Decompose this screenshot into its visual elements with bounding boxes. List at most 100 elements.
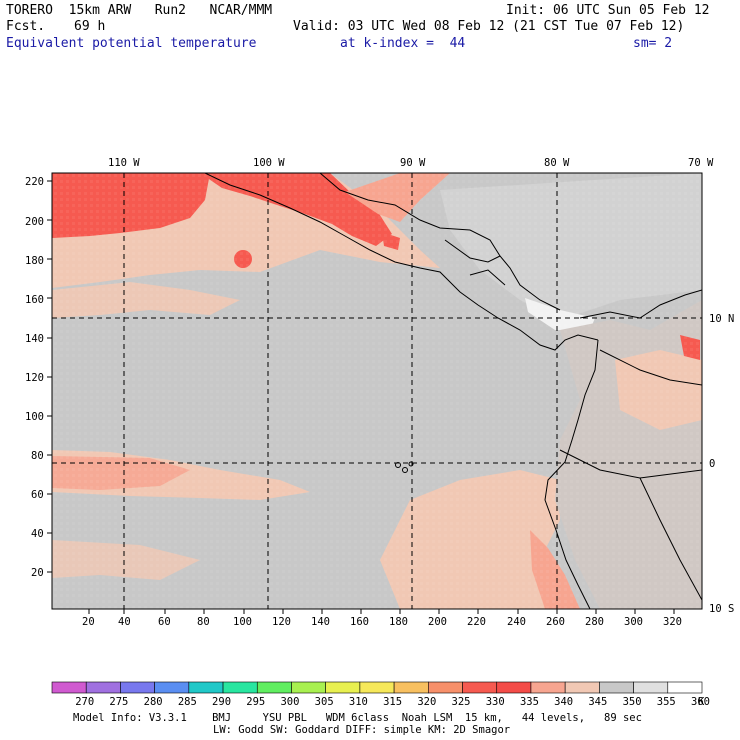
x-tick-label: 280	[585, 616, 604, 628]
x-tick-label: 20	[82, 616, 95, 628]
lat-label-10s: 10 S	[709, 603, 734, 615]
colorbar-swatch	[359, 681, 395, 694]
model-title: TORERO 15km ARW Run2 NCAR/MMM	[6, 3, 273, 18]
x-tick-label: 160	[350, 616, 369, 628]
model-info: Model Info: V3.3.1 BMJ YSU PBL WDM 6clas…	[73, 712, 642, 724]
forecast-hour: 69 h	[74, 19, 106, 34]
colorbar-swatch	[188, 681, 224, 694]
y-tick-label: 20	[31, 567, 44, 579]
x-tick-label: 40	[118, 616, 131, 628]
colombia-border	[599, 349, 702, 386]
level-index: at k-index = 44	[340, 36, 466, 51]
colorbar-swatch	[633, 681, 669, 694]
lon-label-90w: 90 W	[400, 157, 426, 169]
colorbar-label: 295	[246, 696, 265, 708]
colorbar-label: 335	[520, 696, 539, 708]
y-tick-label: 40	[31, 528, 44, 540]
colorbar-swatch	[291, 681, 326, 694]
init-time: Init: 06 UTC Sun 05 Feb 12	[506, 3, 710, 18]
colorbar-swatch	[667, 681, 703, 694]
caribbean-coast-south	[579, 289, 702, 319]
colorbar-swatch	[599, 681, 634, 694]
colorbar-label: 290	[212, 696, 231, 708]
colorbar-label: 360	[691, 696, 710, 708]
forecast-label: Fcst.	[6, 19, 46, 34]
x-tick-label: 140	[311, 616, 330, 628]
central-america-pacific-coast	[204, 173, 599, 351]
x-tick-label: 300	[624, 616, 643, 628]
colorbar-label: 350	[623, 696, 642, 708]
physics-info: LW: Godd SW: Goddard DIFF: simple KM: 2D…	[213, 724, 511, 736]
colorbar-label: 285	[178, 696, 197, 708]
colorbar-swatch	[393, 681, 429, 694]
colorbar-swatch	[256, 681, 292, 694]
y-tick-label: 160	[25, 294, 44, 306]
x-tick-label: 80	[197, 616, 210, 628]
galapagos-island-2	[402, 467, 408, 473]
colorbar-swatch	[428, 681, 463, 694]
brazil-border	[639, 477, 702, 601]
guatemala-border	[444, 239, 501, 263]
colorbar-label: 320	[417, 696, 436, 708]
y-tick-label: 220	[25, 176, 44, 188]
colorbar-unit: K	[698, 696, 705, 708]
lat-label-10n: 10 N	[709, 313, 734, 325]
valid-time: Valid: 03 UTC Wed 08 Feb 12 (21 CST Tue …	[293, 19, 685, 34]
y-tick-label: 180	[25, 255, 44, 267]
honduras-border	[469, 269, 506, 286]
colorbar-swatch	[462, 681, 498, 694]
galapagos-island-3	[408, 461, 414, 467]
colorbar-label: 345	[588, 696, 607, 708]
colorbar-swatch	[496, 681, 532, 694]
colorbar-label: 280	[144, 696, 163, 708]
field-name: Equivalent potential temperature	[6, 36, 257, 51]
lat-label-equator: 0	[709, 458, 715, 470]
smoothing-value: sm= 2	[633, 36, 673, 51]
x-tick-label: 200	[428, 616, 447, 628]
y-tick-label: 100	[25, 411, 44, 423]
colorbar-label: 275	[109, 696, 128, 708]
map-frame	[51, 172, 703, 610]
colorbar-label: 330	[486, 696, 505, 708]
x-tick-label: 120	[272, 616, 291, 628]
gulf-coast	[319, 173, 561, 311]
colorbar-label: 315	[383, 696, 402, 708]
colorbar-label: 325	[452, 696, 471, 708]
x-tick-label: 100	[233, 616, 252, 628]
x-axis: 20 40 60 80 100 120 140 160 180 200 220 …	[82, 609, 682, 628]
colorbar: 270 275 280 285 290 295 300 305 310 315 320 325 330 3…	[51, 681, 710, 708]
colorbar-swatch	[120, 681, 155, 694]
colorbar-swatch	[85, 681, 121, 694]
peru-border	[559, 449, 702, 479]
colorbar-swatch	[51, 681, 87, 694]
y-tick-label: 120	[25, 372, 44, 384]
lon-label-110w: 110 W	[108, 157, 140, 169]
x-tick-label: 320	[663, 616, 682, 628]
equivalent-potential-temperature-field	[52, 173, 702, 609]
x-tick-label: 180	[389, 616, 408, 628]
y-tick-marks	[47, 180, 52, 573]
lon-label-100w: 100 W	[253, 157, 285, 169]
y-tick-label: 80	[31, 450, 44, 462]
colorbar-label: 310	[349, 696, 368, 708]
colorbar-swatch	[325, 681, 361, 694]
x-tick-label: 60	[158, 616, 171, 628]
colorbar-label: 270	[75, 696, 94, 708]
lon-label-70w: 70 W	[688, 157, 714, 169]
y-tick-label: 200	[25, 216, 44, 228]
x-tick-marks	[88, 609, 675, 614]
graticule	[52, 173, 702, 609]
y-axis: 220 200 180 160 140 120 100 80 60 40 20	[25, 176, 52, 579]
colorbar-swatch	[530, 681, 566, 694]
x-tick-label: 260	[546, 616, 565, 628]
colorbar-swatch	[222, 681, 258, 694]
x-tick-label: 240	[507, 616, 526, 628]
y-tick-label: 60	[31, 489, 44, 501]
x-tick-label: 220	[467, 616, 486, 628]
pixel-texture	[52, 173, 702, 609]
colorbar-label: 300	[280, 696, 299, 708]
colorbar-label: 355	[657, 696, 676, 708]
lon-label-80w: 80 W	[544, 157, 570, 169]
y-tick-label: 140	[25, 333, 44, 345]
